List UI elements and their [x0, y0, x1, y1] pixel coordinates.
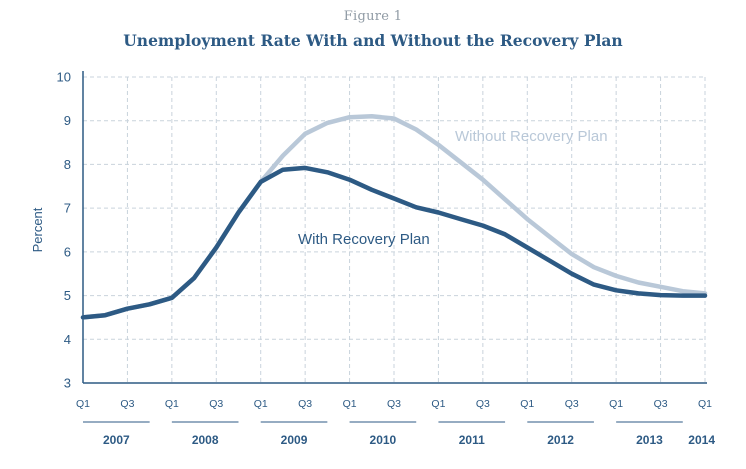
- year-labels: 2007 2008 2009 2010 2011 2012 2013 2014: [83, 421, 715, 447]
- grid-lines: [83, 76, 706, 383]
- year-label: 2012: [547, 433, 574, 447]
- x-tick-label: Q1: [254, 398, 268, 410]
- axes: [82, 71, 707, 384]
- x-tick-label: Q3: [298, 398, 312, 410]
- y-tick-label: 4: [64, 332, 71, 347]
- figure-label: Figure 1: [343, 9, 403, 24]
- x-tick-label: Q3: [387, 398, 401, 410]
- year-label: 2013: [636, 433, 663, 447]
- x-tick-label: Q1: [343, 398, 357, 410]
- y-tick-label: 7: [64, 201, 71, 216]
- x-tick-label: Q3: [209, 398, 223, 410]
- y-tick-label: 10: [57, 70, 71, 85]
- x-tick-label: Q1: [431, 398, 445, 410]
- x-tick-label: Q3: [476, 398, 490, 410]
- line-with-recovery-plan: [80, 165, 708, 320]
- x-tick-label: Q3: [120, 398, 134, 410]
- series-label-without-recovery-plan: Without Recovery Plan: [455, 128, 608, 145]
- year-label: 2008: [192, 433, 219, 447]
- x-tick-labels: Q1 Q3 Q1 Q3 Q1 Q3 Q1 Q3 Q1 Q3 Q1 Q3 Q1 Q3 Q1: [76, 398, 712, 410]
- year-label: 2014: [688, 433, 715, 447]
- series-label-with-recovery-plan: With Recovery Plan: [298, 231, 430, 248]
- x-tick-label: Q1: [520, 398, 534, 410]
- year-label: 2009: [281, 433, 308, 447]
- x-tick-label: Q3: [654, 398, 668, 410]
- y-tick-label: 3: [64, 376, 71, 391]
- series-lines: [80, 114, 708, 320]
- x-tick-label: Q1: [698, 398, 712, 410]
- year-label: 2007: [103, 433, 130, 447]
- year-label: 2011: [459, 433, 485, 447]
- y-tick-label: 5: [64, 288, 71, 303]
- chart-title: Unemployment Rate With and Without the R…: [123, 31, 623, 50]
- x-tick-label: Q1: [76, 398, 90, 410]
- y-tick-label: 9: [64, 113, 71, 128]
- x-tick-label: Q1: [609, 398, 623, 410]
- year-label: 2010: [370, 433, 397, 447]
- y-tick-label: 8: [64, 157, 71, 172]
- y-tick-label: 6: [64, 244, 71, 259]
- x-tick-label: Q1: [165, 398, 179, 410]
- x-tick-label: Q3: [565, 398, 579, 410]
- y-axis-label: Percent: [30, 207, 45, 252]
- y-tick-labels: 3 4 5 6 7 8 9 10: [57, 70, 71, 391]
